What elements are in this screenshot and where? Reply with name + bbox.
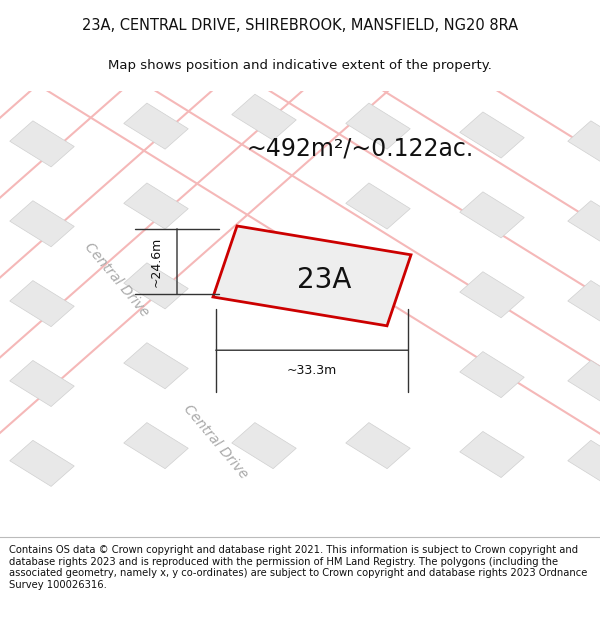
Polygon shape: [124, 263, 188, 309]
Polygon shape: [232, 422, 296, 469]
Polygon shape: [232, 94, 296, 140]
Polygon shape: [568, 121, 600, 167]
Text: Central Drive: Central Drive: [82, 239, 152, 319]
Polygon shape: [346, 103, 410, 149]
Polygon shape: [10, 281, 74, 327]
Polygon shape: [124, 422, 188, 469]
Polygon shape: [460, 431, 524, 478]
Polygon shape: [124, 103, 188, 149]
Text: 23A: 23A: [297, 266, 351, 294]
Text: 23A, CENTRAL DRIVE, SHIREBROOK, MANSFIELD, NG20 8RA: 23A, CENTRAL DRIVE, SHIREBROOK, MANSFIEL…: [82, 18, 518, 33]
Text: ~33.3m: ~33.3m: [287, 364, 337, 377]
Polygon shape: [10, 441, 74, 486]
Polygon shape: [460, 112, 524, 158]
Polygon shape: [124, 183, 188, 229]
Text: Central Drive: Central Drive: [181, 401, 251, 481]
Polygon shape: [10, 121, 74, 167]
Text: Map shows position and indicative extent of the property.: Map shows position and indicative extent…: [108, 59, 492, 72]
Polygon shape: [346, 422, 410, 469]
Polygon shape: [460, 192, 524, 238]
Polygon shape: [124, 342, 188, 389]
Polygon shape: [460, 352, 524, 398]
Polygon shape: [10, 201, 74, 247]
Text: ~492m²/~0.122ac.: ~492m²/~0.122ac.: [247, 136, 473, 160]
Polygon shape: [460, 272, 524, 318]
Polygon shape: [568, 441, 600, 486]
Polygon shape: [568, 201, 600, 247]
Text: ~24.6m: ~24.6m: [149, 236, 163, 287]
Polygon shape: [346, 183, 410, 229]
Text: Contains OS data © Crown copyright and database right 2021. This information is : Contains OS data © Crown copyright and d…: [9, 545, 587, 590]
Polygon shape: [10, 361, 74, 406]
Polygon shape: [213, 226, 411, 326]
Polygon shape: [568, 361, 600, 406]
Polygon shape: [568, 281, 600, 327]
